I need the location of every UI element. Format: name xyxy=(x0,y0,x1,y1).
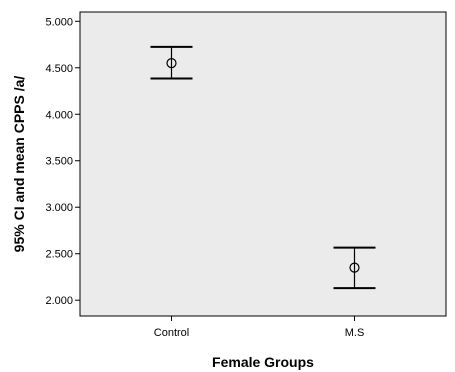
y-tick-label: 3.500 xyxy=(45,156,73,168)
x-axis: Control M.S xyxy=(154,316,365,339)
x-axis-title: Female Groups xyxy=(212,354,314,370)
y-tick-label: 3.000 xyxy=(45,202,73,214)
y-tick-label: 5.000 xyxy=(45,16,73,28)
y-axis: 2.000 2.500 3.000 3.500 4.000 4.500 5.000 xyxy=(45,16,80,307)
x-tick-label: M.S xyxy=(345,327,365,339)
x-tick-label: Control xyxy=(154,327,189,339)
y-tick-label: 4.500 xyxy=(45,63,73,75)
y-tick-label: 2.000 xyxy=(45,295,73,307)
y-axis-title: 95% CI and mean CPPS /a/ xyxy=(11,76,27,253)
y-tick-label: 4.000 xyxy=(45,109,73,121)
plot-area xyxy=(80,12,446,316)
y-tick-label: 2.500 xyxy=(45,249,73,261)
